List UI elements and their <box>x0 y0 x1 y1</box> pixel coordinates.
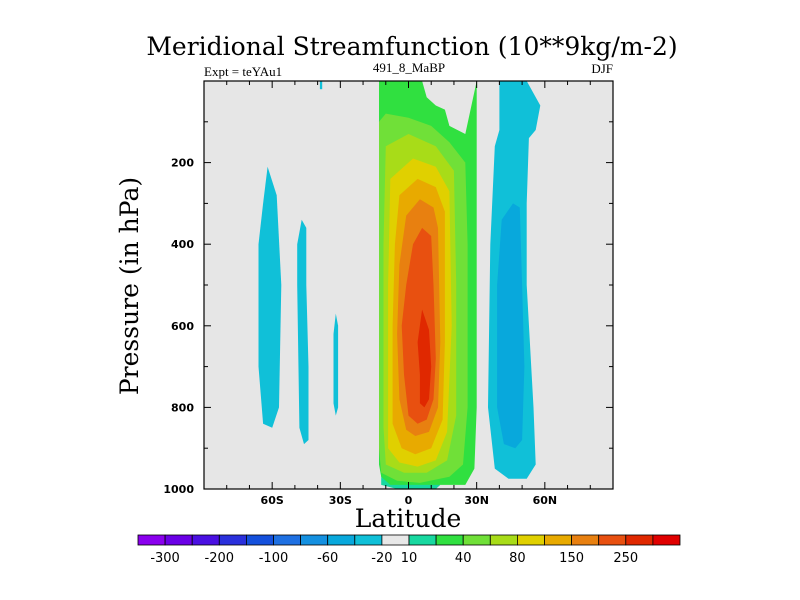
colorbar-box-4 <box>245 534 274 546</box>
contour-region-12 <box>333 313 339 416</box>
colorbar-box-16 <box>571 534 600 546</box>
colorbar-box-11 <box>435 534 464 546</box>
contour-region-14 <box>497 203 525 449</box>
colorbar-box-5 <box>273 534 302 546</box>
contour-region-11 <box>297 219 309 445</box>
colorbar-box-14 <box>517 534 545 546</box>
contour-fills <box>258 81 541 489</box>
x-tick-label-1: 30S <box>329 494 352 507</box>
colorbar-box-15 <box>544 534 573 546</box>
colorbar-box-2 <box>191 534 220 546</box>
axis-ticks: 60S 30S 0 30N 60N 200 400 600 800 1000 <box>163 81 613 507</box>
colorbar-box-8 <box>354 534 383 546</box>
x-tick-label-0: 60S <box>261 494 284 507</box>
contour-region-8 <box>417 309 432 408</box>
y-tick-label-4: 1000 <box>163 483 194 496</box>
colorbar-box-6 <box>300 534 329 546</box>
plot-area: 60S 30S 0 30N 60N 200 400 600 800 1000 <box>163 80 614 507</box>
colorbar: -300 -200 -100 -60 -20 10 40 80 150 250 <box>137 534 681 566</box>
y-axis-label: Pressure (in hPa) <box>115 177 144 395</box>
colorbar-label-4: -20 <box>371 551 392 566</box>
x-axis-label: Latitude <box>355 504 462 533</box>
colorbar-box-17 <box>598 534 627 546</box>
colorbar-box-9 <box>381 534 410 546</box>
colorbar-box-13 <box>489 534 518 546</box>
colorbar-label-6: 40 <box>455 551 472 566</box>
y-tick-label-0: 200 <box>171 157 194 170</box>
colorbar-label-5: 10 <box>401 551 418 566</box>
colorbar-box-18 <box>625 534 654 546</box>
y-tick-label-2: 600 <box>171 320 194 333</box>
x-tick-label-2: 0 <box>405 494 413 507</box>
colorbar-box-0 <box>137 534 166 546</box>
chart-title: Meridional Streamfunction (10**9kg/m-2) <box>146 32 677 61</box>
colorbar-box-19 <box>652 534 681 546</box>
colorbar-label-8: 150 <box>559 551 584 566</box>
contour-region-10 <box>258 166 282 428</box>
colorbar-box-3 <box>218 534 247 546</box>
colorbar-label-3: -60 <box>317 551 338 566</box>
colorbar-label-1: -200 <box>205 551 235 566</box>
colorbar-box-1 <box>164 534 193 546</box>
x-tick-label-3: 30N <box>464 494 489 507</box>
y-tick-label-1: 400 <box>171 238 194 251</box>
colorbar-label-2: -100 <box>259 551 289 566</box>
colorbar-label-7: 80 <box>509 551 526 566</box>
contour-region-13 <box>319 81 323 90</box>
experiment-label: Expt = teYAu1 <box>204 64 282 79</box>
colorbar-box-7 <box>327 534 356 546</box>
x-tick-label-4: 60N <box>533 494 558 507</box>
period-label: 491_8_MaBP <box>373 60 445 75</box>
colorbar-box-10 <box>408 534 437 546</box>
season-label: DJF <box>591 61 613 76</box>
colorbar-label-0: -300 <box>150 551 180 566</box>
colorbar-box-12 <box>462 534 491 546</box>
y-tick-label-3: 800 <box>171 401 194 414</box>
colorbar-label-9: 250 <box>613 551 638 566</box>
